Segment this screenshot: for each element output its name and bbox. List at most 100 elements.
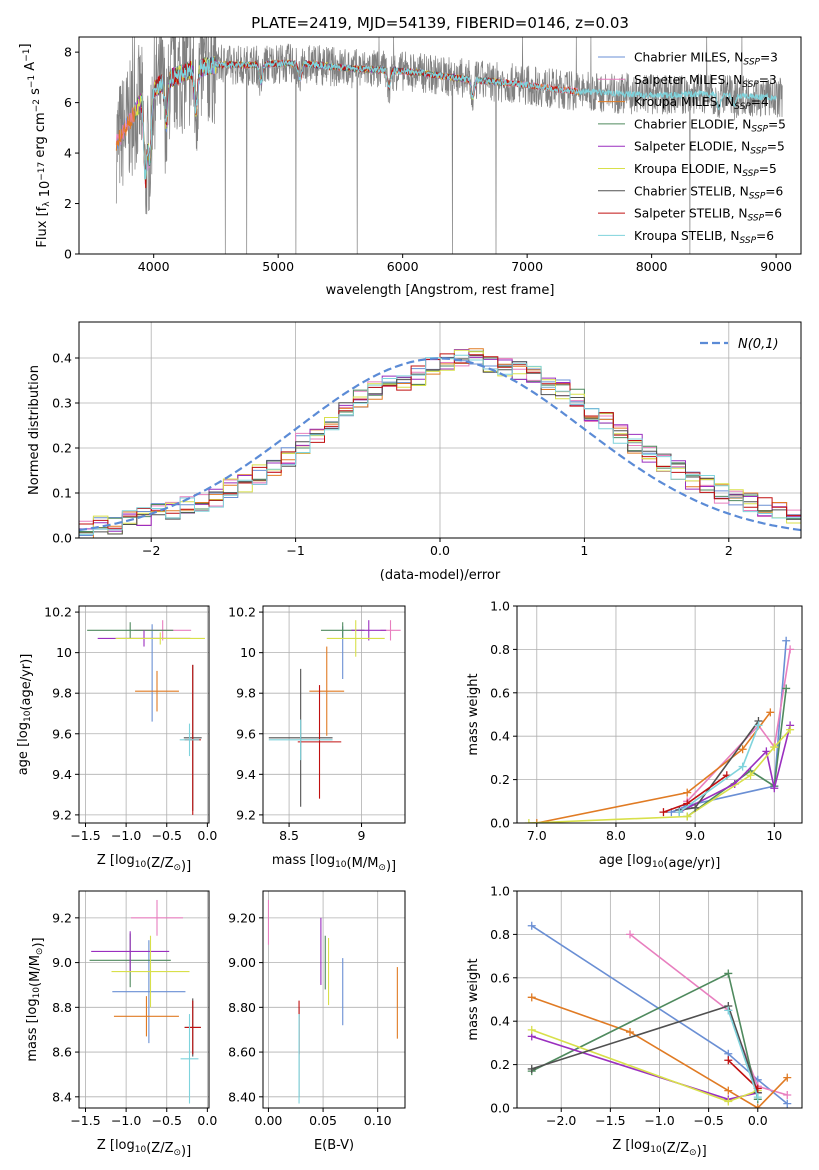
x-tick-label: 8.5 [279,828,299,843]
y-tick-label: 9.6 [236,726,256,741]
mass-weight-marker [659,808,668,817]
mass-weight-marker [783,1090,792,1099]
x-tick-label: 2 [725,543,733,558]
y-tick-label: 9.4 [52,767,72,782]
legend-sub: SSP [751,124,768,134]
x-tick-label: 8000 [636,259,668,274]
grid [79,891,209,1108]
label-part: mass [ [25,1018,40,1061]
plot-area [267,899,398,1104]
mass-weight-line [686,688,787,818]
label-sub: 10 [335,860,347,870]
label-part: E(B-V) [314,1138,354,1153]
x-tick-label: 0.10 [364,1113,392,1128]
mass-weight-marker [675,808,684,817]
mass-weight-marker [683,812,692,821]
x-tick-label: −1.5 [70,1113,100,1128]
mass-weight-line [531,972,759,1100]
y-tick-label: 0.6 [490,685,510,700]
figure-title: PLATE=2419, MJD=54139, FIBERID=0146, z=0… [251,14,629,32]
mass-weight-marker [738,762,747,771]
y-tick-label: 9.4 [236,767,256,782]
legend-value: =3 [759,73,777,87]
y-tick-label: 0.2 [490,772,510,787]
x-tick-label: 0.0 [748,1113,768,1128]
legend-sub: SSP [750,147,767,157]
y-axis-label: mass [log10(M/M⊙)] [25,937,46,1061]
mass-weight-line [727,1010,759,1098]
label-part: mass weight [466,958,481,1040]
label-part: ⊙ [35,948,45,956]
label-part: Z [ [97,853,115,868]
mass-weight-marker [770,784,779,793]
mass-weight-marker [753,1093,762,1102]
legend-value: =5 [759,162,777,176]
plot-area [79,348,801,538]
x-tick-label: −0.5 [693,1113,723,1128]
mass-weight-marker [738,745,747,754]
legend-value: =6 [765,184,783,198]
x-tick-label: 0.0 [197,828,217,843]
label-part: (age/yr)] [663,856,720,871]
y-tick-label: 0.0 [52,531,72,546]
label-sub: 10 [135,1145,147,1155]
axes-frame [78,36,802,255]
panel-mass_vs_Z: −1.5 −1.0 −0.5 0.08.48.68.89.09.2Z [log10(Z… [25,890,217,1159]
y-tick-label: 9.2 [52,910,72,925]
y-tick-label: 0.0 [490,1101,510,1116]
y-tick-label: 8 [64,45,72,60]
legend-sub: SSP [749,191,766,201]
x-axis-label: E(B-V) [314,1138,354,1153]
x-tick-label: 10 [766,828,782,843]
mass-weight-marker [683,788,692,797]
legend-label: Kroupa STELIB, NSSP=6 [634,229,774,246]
x-tick-label: 8.0 [606,828,626,843]
x-axis-label: Z [log10(Z/Z⊙)] [97,853,191,874]
grid [263,606,405,823]
y-tick-label: 8.60 [228,1045,256,1060]
legend-label: Salpeter ELODIE, NSSP=5 [634,140,785,157]
mass-weight-marker [527,993,536,1002]
mass-weight-marker [786,725,795,734]
legend-value: =4 [751,95,769,109]
axes-frame [78,605,210,824]
mass-weight-marker [782,684,791,693]
mass-weight-marker [753,1104,762,1108]
y-tick-label: 6 [64,95,72,110]
y-tick-label: 0.4 [490,1014,510,1029]
x-tick-label: −1.5 [595,1113,625,1128]
x-tick-label: 6000 [387,259,419,274]
panel-mass_weight_vs_Z: −2.0 −1.5 −1.0 −0.5 0.0 0.0 0.2 0.4 0.6 0.8 1.0 Z [… [466,884,803,1159]
label-part: s [28,88,43,99]
x-tick-label: −1 [286,543,304,558]
mass-weight-marker [724,1006,733,1015]
label-part: log [115,1138,135,1153]
mass-weight-marker [691,803,700,812]
y-tick-label: 8.4 [52,1089,72,1104]
panel-spectrum: 4000 5000 6000 7000 8000 9000 0 2 4 6 8 wavelength … [18,36,802,298]
legend-value: =5 [767,140,785,154]
mass-weight-line [686,649,791,802]
x-axis-label: (data-model)/error [380,568,501,583]
x-tick-label: 7.0 [527,828,547,843]
y-tick-label: 9.6 [52,726,72,741]
panel-residuals: −2 −1 0.0 1 2 0.0 0.1 0.2 0.3 0.4 (data-model)/err… [27,321,802,583]
mass-weight-marker [724,1086,733,1095]
x-axis-label: Z [log10(Z/Z⊙)] [97,1138,191,1159]
label-part: age [ [599,853,632,868]
y-tick-label: 10.2 [228,605,256,620]
x-axis-label: mass [log10(M/M⊙)] [272,853,396,874]
label-part: A [23,62,38,75]
label-part: log [115,853,135,868]
grid [517,605,802,824]
y-tick-label: 8.6 [52,1045,72,1060]
x-tick-label: 0.0 [430,543,450,558]
label-part: Normed distribution [27,365,42,495]
y-tick-label: 9.0 [52,955,72,970]
mass-weight-marker [527,921,536,930]
label-part: Z [ [97,1138,115,1153]
label-part: )] [181,859,191,874]
y-tick-label: 0.4 [52,351,72,366]
